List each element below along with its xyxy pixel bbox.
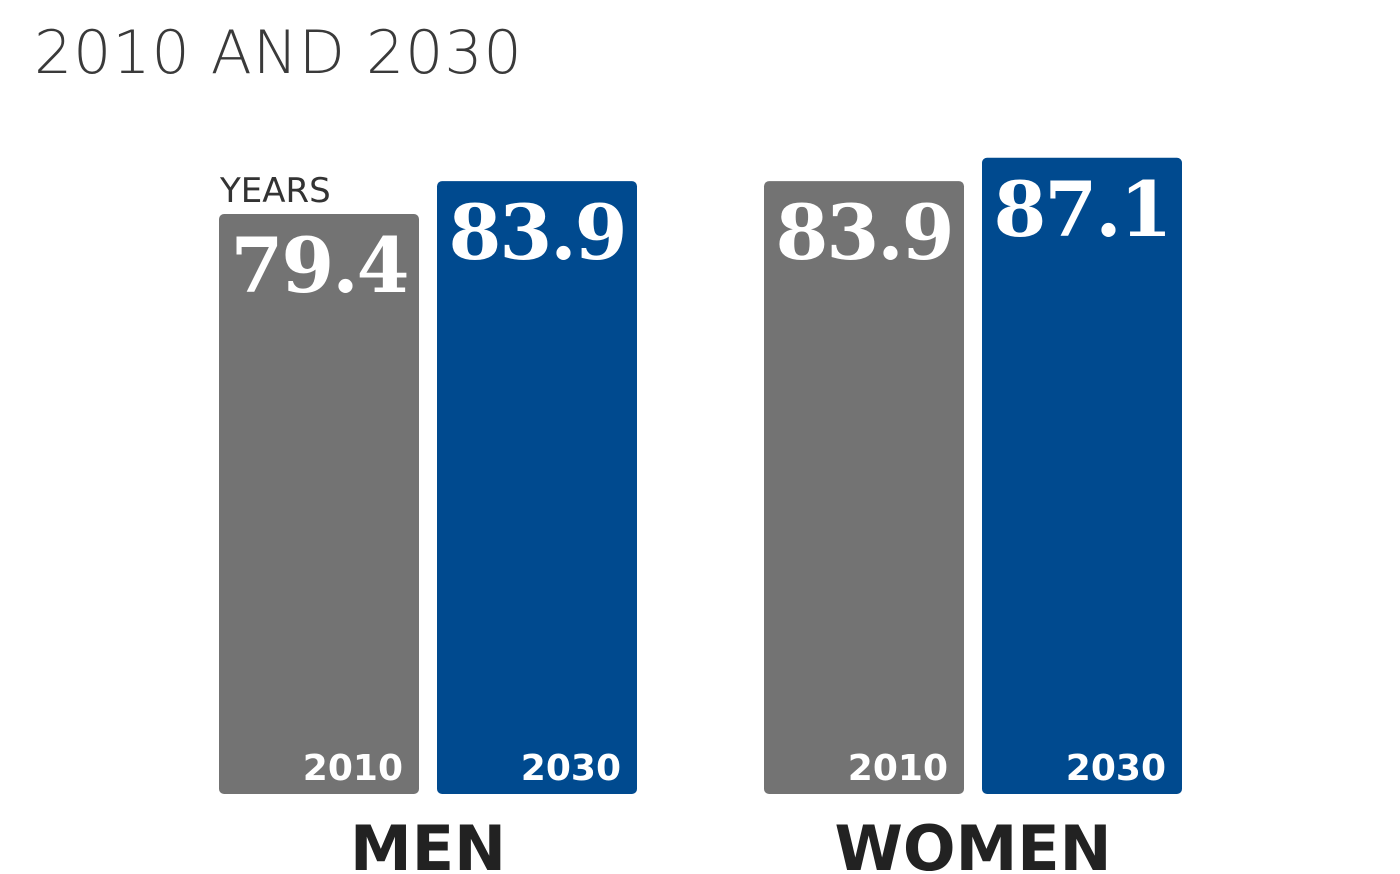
value-label-men-2030: 83.9: [448, 188, 625, 277]
category-label-women: WOMEN: [834, 812, 1111, 874]
value-label-women-2030: 87.1: [993, 165, 1170, 254]
chart-subtitle: 2010 AND 2030: [34, 18, 523, 88]
year-label-men-2030: 2030: [521, 748, 621, 789]
bar-women-2030: [982, 157, 1182, 794]
bar-group-men: 79.4 2010 83.9 2030 MEN: [219, 181, 637, 874]
bar-men-2030: [437, 181, 637, 794]
year-label-women-2030: 2030: [1066, 748, 1166, 789]
value-label-women-2010: 83.9: [775, 188, 952, 277]
bar-group-women: 83.9 2010 87.1 2030 WOMEN: [764, 157, 1182, 874]
bar-men-2010: [219, 214, 419, 794]
value-label-men-2010: 79.4: [230, 221, 407, 310]
year-label-men-2010: 2010: [303, 748, 403, 789]
bar-women-2010: [764, 181, 964, 794]
year-label-women-2010: 2010: [848, 748, 948, 789]
unit-label: YEARS: [219, 171, 331, 211]
category-label-men: MEN: [350, 812, 506, 874]
bars-layer: 79.4 2010 83.9 2030 MEN 83.9 2010 87.1 2030 WOMEN: [219, 157, 1182, 874]
